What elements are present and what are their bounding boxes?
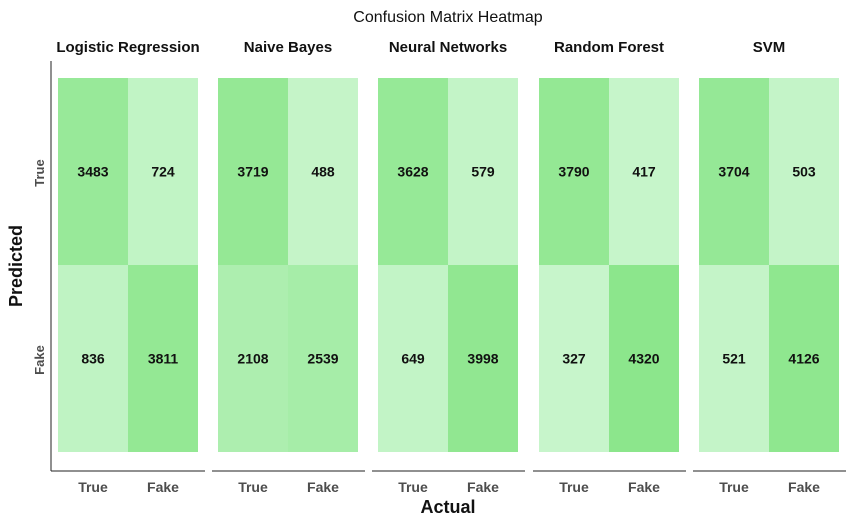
cell-value-0-0-1: 724 xyxy=(151,164,175,180)
heatmap-cell-3-1-1 xyxy=(609,265,679,452)
facet-label-3: Random Forest xyxy=(554,39,664,56)
cell-value-4-1-1: 4126 xyxy=(788,351,819,367)
cell-value-4-0-1: 503 xyxy=(792,164,816,180)
x-tick-label-3-0: True xyxy=(559,479,589,495)
heatmap-cell-3-0-1 xyxy=(609,78,679,265)
heatmap-cell-1-0-0 xyxy=(218,78,288,265)
x-tick-label-2-1: Fake xyxy=(467,479,499,495)
cell-value-2-0-1: 579 xyxy=(471,164,495,180)
x-tick-label-1-0: True xyxy=(238,479,268,495)
cell-value-3-0-0: 3790 xyxy=(558,164,589,180)
cell-value-3-1-1: 4320 xyxy=(628,351,659,367)
cell-value-0-1-0: 836 xyxy=(81,351,105,367)
heatmap-cell-1-1-1 xyxy=(288,265,358,452)
facet-panels: Logistic Regression 3483 724 836 3811 True Fak… xyxy=(51,39,846,495)
cell-value-0-0-0: 3483 xyxy=(77,164,108,180)
cell-value-1-1-0: 2108 xyxy=(237,351,268,367)
heatmap-cell-0-0-0 xyxy=(58,78,128,265)
y-axis-title: Predicted xyxy=(6,225,26,307)
y-tick-label-0: True xyxy=(32,159,47,186)
heatmap-cell-2-1-0 xyxy=(378,265,448,452)
heatmap-cell-4-0-1 xyxy=(769,78,839,265)
cell-value-4-0-0: 3704 xyxy=(718,164,749,180)
x-tick-label-4-1: Fake xyxy=(788,479,820,495)
x-axis-title: Actual xyxy=(420,497,475,517)
x-tick-label-1-1: Fake xyxy=(307,479,339,495)
heatmap-cell-4-1-0 xyxy=(699,265,769,452)
cell-value-2-1-1: 3998 xyxy=(467,351,498,367)
heatmap-cell-3-0-0 xyxy=(539,78,609,265)
cell-value-2-0-0: 3628 xyxy=(397,164,428,180)
cell-value-3-1-0: 327 xyxy=(562,351,586,367)
heatmap-cell-4-1-1 xyxy=(769,265,839,452)
heatmap-cell-2-0-1 xyxy=(448,78,518,265)
heatmap-cell-2-0-0 xyxy=(378,78,448,265)
facet-label-2: Neural Networks xyxy=(389,39,507,56)
heatmap-cell-1-1-0 xyxy=(218,265,288,452)
heatmap-cell-0-1-1 xyxy=(128,265,198,452)
heatmap-cell-0-0-1 xyxy=(128,78,198,265)
heatmap-cell-3-1-0 xyxy=(539,265,609,452)
facet-label-4: SVM xyxy=(753,39,786,56)
x-tick-label-2-0: True xyxy=(398,479,428,495)
cell-value-1-0-0: 3719 xyxy=(237,164,268,180)
x-tick-label-3-1: Fake xyxy=(628,479,660,495)
x-tick-label-4-0: True xyxy=(719,479,749,495)
heatmap-cell-0-1-0 xyxy=(58,265,128,452)
cell-value-1-0-1: 488 xyxy=(311,164,335,180)
cell-value-0-1-1: 3811 xyxy=(148,351,179,367)
cell-value-1-1-1: 2539 xyxy=(307,351,338,367)
y-tick-label-1: Fake xyxy=(32,345,47,375)
x-tick-label-0-0: True xyxy=(78,479,108,495)
heatmap-cell-4-0-0 xyxy=(699,78,769,265)
facet-label-1: Naive Bayes xyxy=(244,39,332,56)
facet-label-0: Logistic Regression xyxy=(56,39,199,56)
cell-value-4-1-0: 521 xyxy=(722,351,746,367)
cell-value-2-1-0: 649 xyxy=(401,351,425,367)
heatmap-cell-2-1-1 xyxy=(448,265,518,452)
chart-title: Confusion Matrix Heatmap xyxy=(353,9,543,26)
cell-value-3-0-1: 417 xyxy=(632,164,656,180)
x-tick-label-0-1: Fake xyxy=(147,479,179,495)
heatmap-cell-1-0-1 xyxy=(288,78,358,265)
